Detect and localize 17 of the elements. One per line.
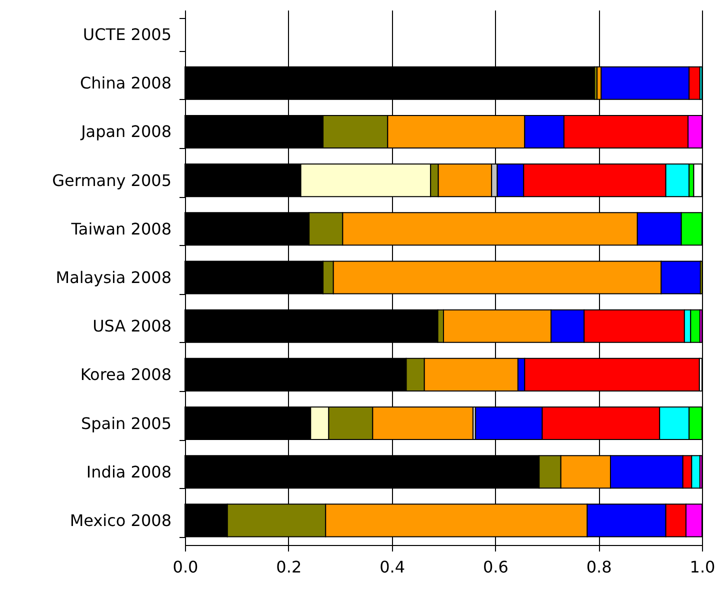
x-tick-label: 0.6	[482, 558, 508, 576]
y-tick-label: Spain 2005	[80, 414, 172, 433]
y-tick-label: Mexico 2008	[70, 510, 172, 530]
x-tick-label: 0.0	[172, 558, 198, 576]
y-tick-label: UCTE 2005	[82, 25, 172, 44]
x-tick-label: 0.8	[586, 558, 612, 576]
y-tick-label: Malaysia 2008	[56, 268, 172, 287]
y-tick-label: Taiwan 2008	[70, 219, 172, 238]
x-tick-label: 0.2	[276, 558, 302, 576]
y-tick-label: Korea 2008	[80, 365, 172, 384]
x-tick-label: 0.4	[380, 558, 406, 576]
x-tick-label: 1.0	[690, 558, 716, 576]
y-tick-label: India 2008	[86, 462, 172, 482]
y-tick-label: China 2008	[80, 74, 172, 93]
y-tick-label: USA 2008	[92, 316, 172, 336]
y-tick-label: Germany 2005	[52, 170, 172, 190]
y-tick-label: Japan 2008	[80, 122, 172, 142]
